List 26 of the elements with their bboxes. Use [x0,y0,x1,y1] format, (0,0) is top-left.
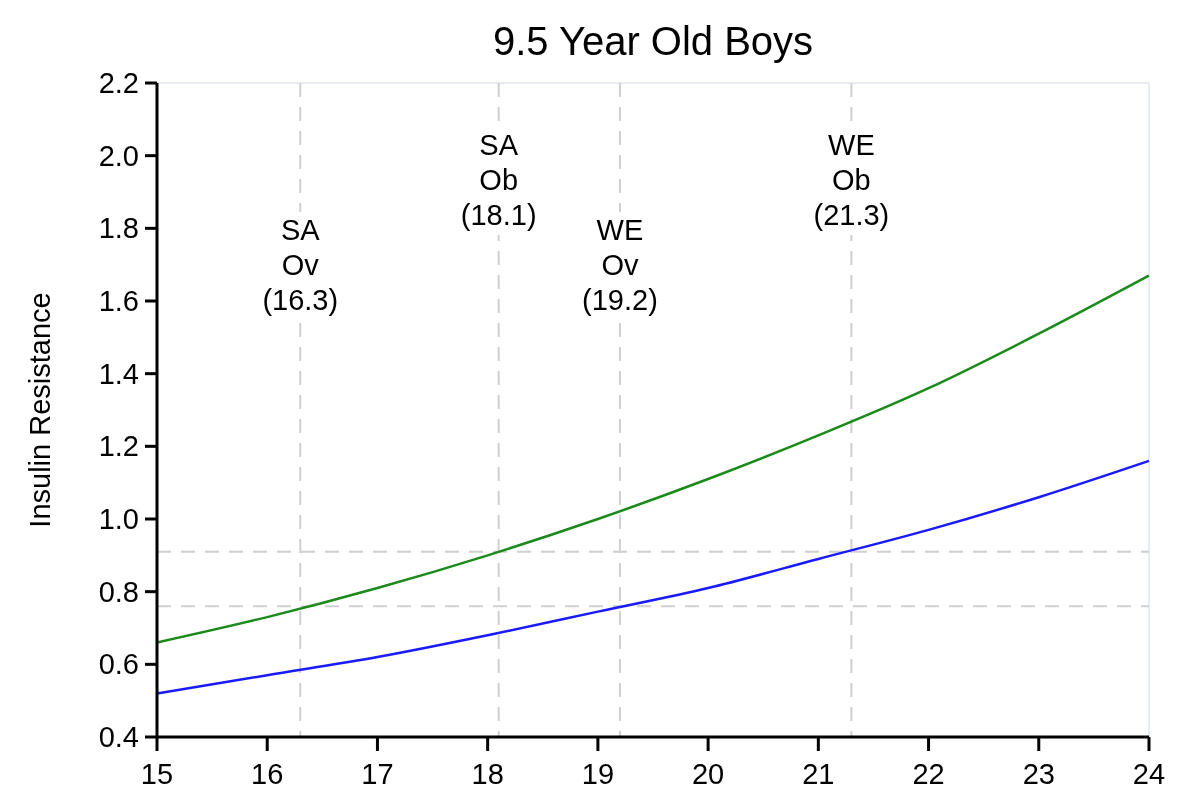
x-tick-label: 24 [1132,758,1166,790]
x-tick-label: 21 [802,758,835,790]
ref-line-label: WE Ob (21.3) [813,129,890,231]
x-tick-label: 16 [251,758,284,790]
x-tick-label: 23 [1022,758,1055,790]
y-tick-label: 1.2 [98,430,139,463]
x-tick-label: 20 [691,758,725,790]
y-tick-label: 1.6 [98,285,139,318]
y-tick-label: 1.0 [98,503,139,536]
x-tick-label: 15 [140,758,174,790]
y-tick-label: 0.8 [98,575,139,608]
y-axis-title: Insulin Resistance [24,292,56,528]
chart-title: 9.5 Year Old Boys [492,19,814,63]
y-tick-label: 0.4 [98,721,139,754]
ref-line-label: WE Ov (19.2) [582,214,658,316]
y-tick-label: 2.0 [98,139,139,172]
y-tick-label: 0.6 [98,648,139,681]
ref-line-label: SA Ob (18.1) [460,129,537,231]
y-tick-label: 1.4 [98,357,139,390]
x-tick-label: 17 [361,758,394,790]
x-tick-label: 18 [471,758,504,790]
x-tick-label: 22 [912,758,945,790]
y-tick-label: 2.2 [98,67,139,100]
ref-line-label: SA Ov (16.3) [262,214,339,316]
y-tick-label: 1.8 [98,212,139,245]
x-tick-label: 19 [581,758,615,790]
